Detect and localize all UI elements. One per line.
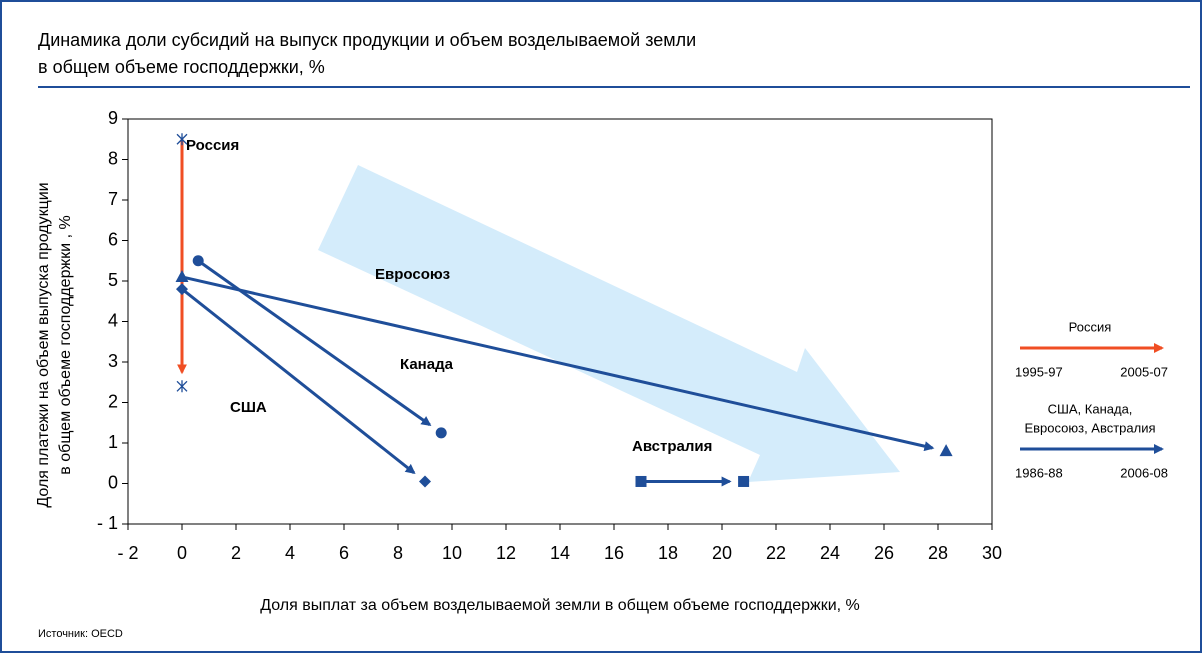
arrow-line (181, 287, 416, 475)
point-label: США (230, 399, 267, 416)
legend-to: 2006-08 (1120, 465, 1168, 480)
x-tick-label: 4 (285, 543, 295, 563)
x-tick-label: 26 (874, 543, 894, 563)
y-tick-label: 5 (108, 270, 118, 290)
x-tick-label: 6 (339, 543, 349, 563)
legend-title: Россия (1069, 319, 1112, 334)
x-tick-label: 8 (393, 543, 403, 563)
marker (939, 444, 953, 457)
y-axis-label: Доля платежи на объем выпуска продукции (35, 182, 52, 507)
x-tick-label: 22 (766, 543, 786, 563)
x-tick-label: 20 (712, 543, 732, 563)
marker (176, 380, 188, 393)
x-tick-label: 14 (550, 543, 570, 563)
x-tick-label: 30 (982, 543, 1002, 563)
legend-to: 2005-07 (1120, 364, 1168, 379)
marker (738, 475, 750, 487)
y-axis-label: в общем объеме господдержки , % (57, 215, 74, 474)
y-tick-label: 4 (108, 310, 118, 330)
x-tick-label: - 2 (117, 543, 138, 563)
point-label: Россия (186, 137, 239, 154)
chart-title: в общем объеме господдержки, % (38, 57, 325, 77)
marker (175, 269, 189, 282)
marker (192, 255, 204, 267)
marker (635, 475, 647, 487)
legend-from: 1995-97 (1015, 364, 1063, 379)
x-tick-label: 10 (442, 543, 462, 563)
point-label: Евросоюз (375, 266, 450, 283)
x-tick-label: 16 (604, 543, 624, 563)
x-tick-label: 18 (658, 543, 678, 563)
x-axis-label: Доля выплат за объем возделываемой земли… (260, 597, 860, 614)
legend-from: 1986-88 (1015, 465, 1063, 480)
y-tick-label: 3 (108, 351, 118, 371)
y-tick-label: 2 (108, 391, 118, 411)
x-tick-label: 24 (820, 543, 840, 563)
marker (176, 133, 188, 146)
y-tick-label: 9 (108, 108, 118, 128)
legend-title: Евросоюз, Австралия (1024, 420, 1155, 435)
y-tick-label: 1 (108, 432, 118, 452)
y-tick-label: 6 (108, 229, 118, 249)
x-tick-label: 2 (231, 543, 241, 563)
y-tick-label: 7 (108, 189, 118, 209)
chart-title: Динамика доли субсидий на выпуск продукц… (38, 30, 696, 50)
x-tick-label: 12 (496, 543, 516, 563)
source: Источник: OECD (38, 628, 123, 640)
arrow-line (181, 275, 935, 452)
trend-arrow (318, 165, 900, 482)
y-tick-label: - 1 (97, 513, 118, 533)
marker (435, 427, 447, 439)
marker (419, 475, 431, 488)
x-tick-label: 28 (928, 543, 948, 563)
point-label: Австралия (632, 438, 712, 455)
marker (176, 283, 188, 296)
point-label: Канада (400, 356, 454, 373)
x-tick-label: 0 (177, 543, 187, 563)
y-tick-label: 8 (108, 148, 118, 168)
y-tick-label: 0 (108, 472, 118, 492)
legend-title: США, Канада, (1048, 401, 1133, 416)
